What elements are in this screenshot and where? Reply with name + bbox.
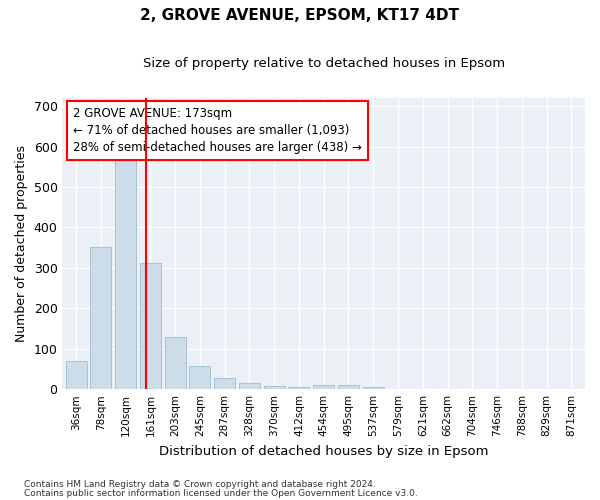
Bar bbox=[140, 263, 161, 389]
Bar bbox=[164, 336, 185, 389]
Text: 2, GROVE AVENUE, EPSOM, KT17 4DT: 2, GROVE AVENUE, EPSOM, KT17 4DT bbox=[140, 8, 460, 22]
X-axis label: Distribution of detached houses by size in Epsom: Distribution of detached houses by size … bbox=[159, 444, 488, 458]
Bar bbox=[214, 378, 235, 389]
Text: 2 GROVE AVENUE: 173sqm
← 71% of detached houses are smaller (1,093)
28% of semi-: 2 GROVE AVENUE: 173sqm ← 71% of detached… bbox=[73, 107, 362, 154]
Bar bbox=[289, 387, 310, 389]
Bar bbox=[90, 247, 112, 389]
Text: Contains HM Land Registry data © Crown copyright and database right 2024.: Contains HM Land Registry data © Crown c… bbox=[24, 480, 376, 489]
Text: Contains public sector information licensed under the Open Government Licence v3: Contains public sector information licen… bbox=[24, 490, 418, 498]
Bar bbox=[363, 387, 384, 389]
Bar bbox=[190, 366, 211, 389]
Title: Size of property relative to detached houses in Epsom: Size of property relative to detached ho… bbox=[143, 58, 505, 70]
Bar bbox=[263, 386, 285, 389]
Bar bbox=[338, 385, 359, 389]
Bar bbox=[313, 385, 334, 389]
Bar bbox=[65, 361, 86, 389]
Bar bbox=[239, 383, 260, 389]
Y-axis label: Number of detached properties: Number of detached properties bbox=[15, 145, 28, 342]
Bar bbox=[115, 158, 136, 389]
